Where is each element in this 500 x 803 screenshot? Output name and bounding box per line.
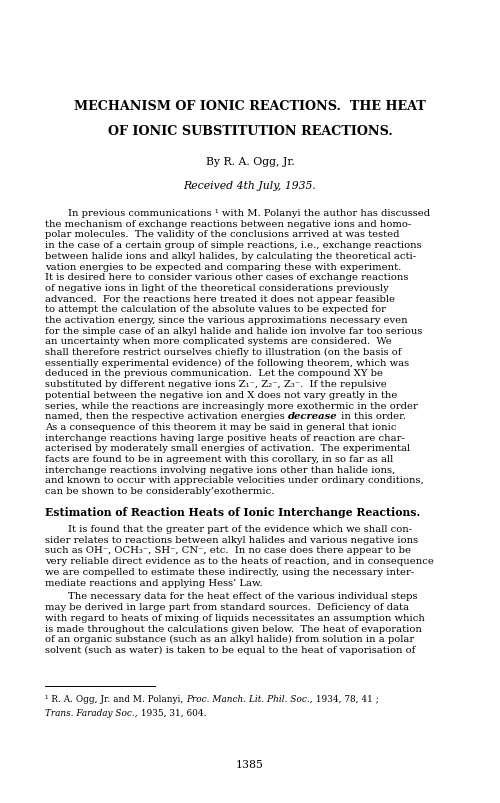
Text: shall therefore restrict ourselves chiefly to illustration (on the basis of: shall therefore restrict ourselves chief…	[45, 348, 402, 357]
Text: may be derived in large part from standard sources.  Deficiency of data: may be derived in large part from standa…	[45, 602, 409, 611]
Text: It is desired here to consider various other cases of exchange reactions: It is desired here to consider various o…	[45, 273, 408, 282]
Text: OF IONIC SUBSTITUTION REACTIONS.: OF IONIC SUBSTITUTION REACTIONS.	[108, 124, 393, 137]
Text: Proc. Manch. Lit. Phil. Soc.,: Proc. Manch. Lit. Phil. Soc.,	[186, 694, 313, 703]
Text: advanced.  For the reactions here treated it does not appear feasible: advanced. For the reactions here treated…	[45, 294, 395, 304]
Text: polar molecules.  The validity of the conclusions arrived at was tested: polar molecules. The validity of the con…	[45, 230, 400, 239]
Text: can be shown to be considerably’exothermic.: can be shown to be considerably’exotherm…	[45, 487, 274, 495]
Text: an uncertainty when more complicated systems are considered.  We: an uncertainty when more complicated sys…	[45, 337, 392, 346]
Text: in this order.: in this order.	[338, 412, 406, 421]
Text: to attempt the calculation of the absolute values to be expected for: to attempt the calculation of the absolu…	[45, 305, 386, 314]
Text: sider relates to reactions between alkyl halides and various negative ions: sider relates to reactions between alkyl…	[45, 535, 418, 544]
Text: between halide ions and alkyl halides, by calculating the theoretical acti-: between halide ions and alkyl halides, b…	[45, 251, 416, 260]
Text: The necessary data for the heat effect of the various individual steps: The necessary data for the heat effect o…	[68, 592, 417, 601]
Text: solvent (such as water) is taken to be equal to the heat of vaporisation of: solvent (such as water) is taken to be e…	[45, 645, 416, 654]
Text: such as OH⁻, OCH₃⁻, SH⁻, CN⁻, etc.  In no case does there appear to be: such as OH⁻, OCH₃⁻, SH⁻, CN⁻, etc. In no…	[45, 546, 411, 555]
Text: As a consequence of this theorem it may be said in general that ionic: As a consequence of this theorem it may …	[45, 422, 397, 431]
Text: series, while the reactions are increasingly more exothermic in the order: series, while the reactions are increasi…	[45, 401, 418, 410]
Text: the mechanism of exchange reactions between negative ions and homo-: the mechanism of exchange reactions betw…	[45, 219, 411, 228]
Text: MECHANISM OF IONIC REACTIONS.  THE HEAT: MECHANISM OF IONIC REACTIONS. THE HEAT	[74, 100, 426, 113]
Text: interchange reactions involving negative ions other than halide ions,: interchange reactions involving negative…	[45, 465, 395, 474]
Text: in the case of a certain group of simple reactions, i.e., exchange reactions: in the case of a certain group of simple…	[45, 241, 422, 250]
Text: essentially experimental evidence) of the following theorem, which was: essentially experimental evidence) of th…	[45, 358, 409, 368]
Text: decrease: decrease	[288, 412, 338, 421]
Text: potential between the negative ion and X does not vary greatly in the: potential between the negative ion and X…	[45, 390, 398, 399]
Text: facts are found to be in agreement with this corollary, in so far as all: facts are found to be in agreement with …	[45, 454, 393, 463]
Text: Estimation of Reaction Heats of Ionic Interchange Reactions.: Estimation of Reaction Heats of Ionic In…	[45, 507, 420, 518]
Text: with regard to heats of mixing of liquids necessitates an assumption which: with regard to heats of mixing of liquid…	[45, 613, 425, 622]
Text: for the simple case of an alkyl halide and halide ion involve far too serious: for the simple case of an alkyl halide a…	[45, 326, 422, 335]
Text: acterised by moderately small energies of activation.  The experimental: acterised by moderately small energies o…	[45, 444, 410, 453]
Text: the activation energy, since the various approximations necessary even: the activation energy, since the various…	[45, 316, 408, 324]
Text: 1385: 1385	[236, 759, 264, 768]
Text: Trans. Faraday Soc.,: Trans. Faraday Soc.,	[45, 708, 138, 717]
Text: very reliable direct evidence as to the heats of reaction, and in consequence: very reliable direct evidence as to the …	[45, 556, 434, 565]
Text: is made throughout the calculations given below.  The heat of evaporation: is made throughout the calculations give…	[45, 624, 422, 633]
Text: 1934, 78, 41 ;: 1934, 78, 41 ;	[313, 694, 378, 703]
Text: deduced in the previous communication.  Let the compound XY be: deduced in the previous communication. L…	[45, 369, 383, 378]
Text: we are compelled to estimate these indirectly, using the necessary inter-: we are compelled to estimate these indir…	[45, 567, 414, 576]
Text: 1935, 31, 604.: 1935, 31, 604.	[138, 708, 206, 717]
Text: interchange reactions having large positive heats of reaction are char-: interchange reactions having large posit…	[45, 433, 405, 442]
Text: and known to occur with appreciable velocities under ordinary conditions,: and known to occur with appreciable velo…	[45, 475, 424, 485]
Text: By R. A. Ogg, Jr.: By R. A. Ogg, Jr.	[206, 157, 294, 166]
Text: Received 4th July, 1935.: Received 4th July, 1935.	[184, 181, 316, 190]
Text: substituted by different negative ions Z₁⁻, Z₂⁻, Z₃⁻.  If the repulsive: substituted by different negative ions Z…	[45, 380, 387, 389]
Text: named, then the respective activation energies: named, then the respective activation en…	[45, 412, 288, 421]
Text: mediate reactions and applying Hess’ Law.: mediate reactions and applying Hess’ Law…	[45, 578, 262, 587]
Text: ¹ R. A. Ogg, Jr. and M. Polanyi,: ¹ R. A. Ogg, Jr. and M. Polanyi,	[45, 694, 186, 703]
Text: of an organic substance (such as an alkyl halide) from solution in a polar: of an organic substance (such as an alky…	[45, 634, 414, 643]
Text: In previous communications ¹ with M. Polanyi the author has discussed: In previous communications ¹ with M. Pol…	[68, 209, 430, 218]
Text: It is found that the greater part of the evidence which we shall con-: It is found that the greater part of the…	[68, 524, 412, 533]
Text: of negative ions in light of the theoretical considerations previously: of negative ions in light of the theoret…	[45, 283, 389, 292]
Text: vation energies to be expected and comparing these with experiment.: vation energies to be expected and compa…	[45, 262, 401, 271]
